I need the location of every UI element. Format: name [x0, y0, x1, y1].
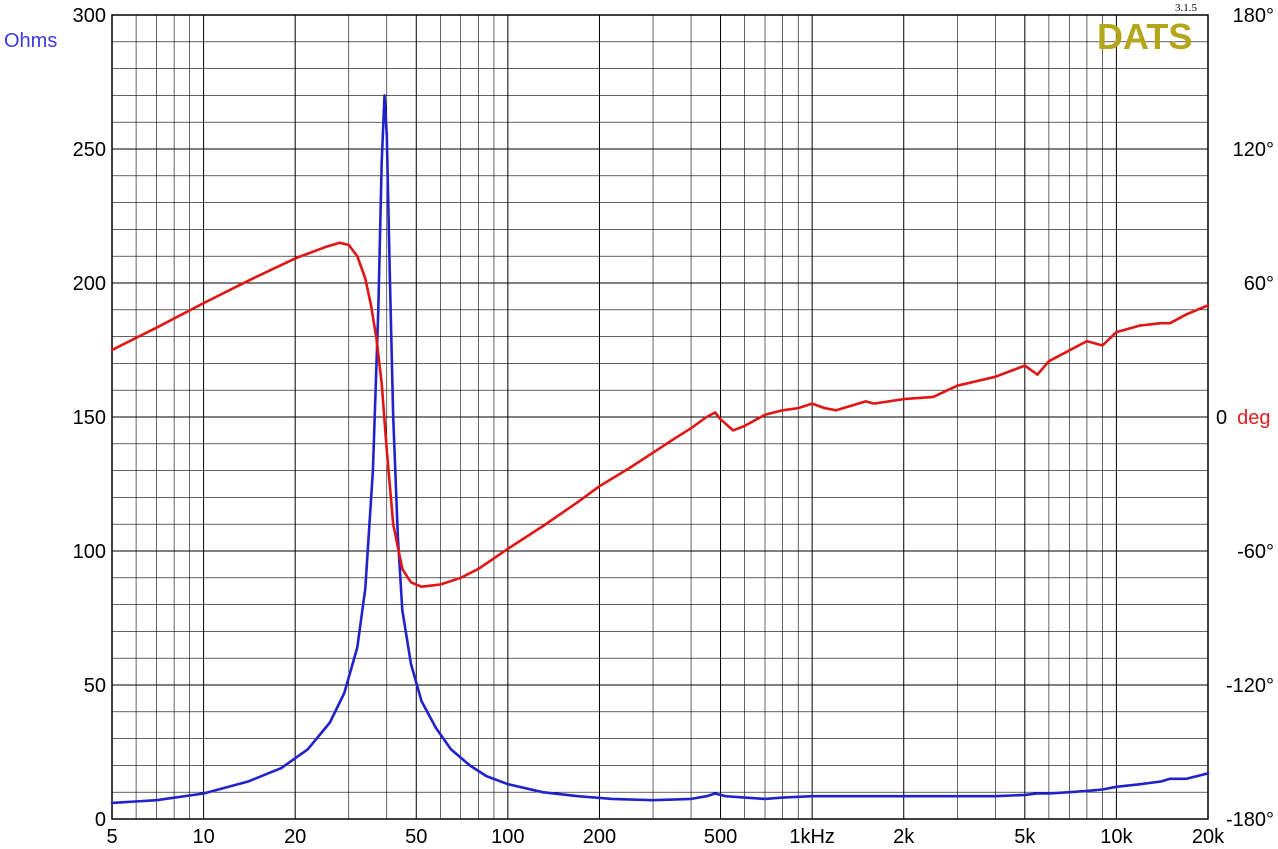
y-left-tick-label: 150 — [73, 407, 106, 429]
x-tick-label: 20 — [284, 826, 306, 848]
x-tick-label: 1kHz — [789, 826, 835, 848]
y-right-tick-label: -120° — [1226, 675, 1274, 697]
y-left-unit-label: Ohms — [4, 30, 57, 52]
brand-logo: DATS — [1097, 16, 1192, 57]
x-tick-labels: 5 10 20 50 100 200 500 1kHz 2k 5k 10k 20k — [106, 826, 1225, 848]
series-layer — [110, 94, 1210, 805]
y-right-unit-zero: 0 — [1216, 407, 1227, 429]
x-tick-label: 10 — [192, 826, 214, 848]
y-right-tick-label: -180° — [1226, 809, 1274, 831]
y-left-tick-label: 0 — [95, 809, 106, 831]
x-tick-label: 200 — [583, 826, 616, 848]
y-right-tick-label: 120° — [1233, 139, 1274, 161]
y-left-tick-label: 250 — [73, 139, 106, 161]
phase-curve — [110, 241, 1210, 589]
y-right-tick-labels: -180° -120° -60° 60° 120° 180° — [1226, 5, 1274, 831]
y-left-tick-label: 100 — [73, 541, 106, 563]
y-right-tick-label: 60° — [1244, 273, 1274, 295]
version-label: 3.1.5 — [1175, 2, 1198, 14]
plot-frame — [111, 14, 1209, 820]
impedance-curve — [110, 94, 1210, 805]
y-left-tick-labels: 0 50 100 150 200 250 300 — [73, 5, 106, 831]
grid — [111, 14, 1209, 820]
x-tick-label: 100 — [491, 826, 524, 848]
x-tick-label: 20k — [1192, 826, 1225, 848]
y-right-tick-label: 180° — [1233, 5, 1274, 27]
y-right-unit-word: deg — [1237, 407, 1270, 429]
y-right-unit-label: 0 deg — [1216, 407, 1271, 429]
y-left-tick-label: 50 — [84, 675, 106, 697]
x-tick-label: 5k — [1014, 826, 1036, 848]
y-left-tick-label: 200 — [73, 273, 106, 295]
x-tick-label: 10k — [1100, 826, 1133, 848]
x-tick-label: 2k — [893, 826, 915, 848]
x-tick-label: 500 — [704, 826, 737, 848]
y-right-tick-label: -60° — [1237, 541, 1274, 563]
x-tick-label: 5 — [106, 826, 117, 848]
y-left-tick-label: 300 — [73, 5, 106, 27]
x-tick-label: 50 — [405, 826, 427, 848]
